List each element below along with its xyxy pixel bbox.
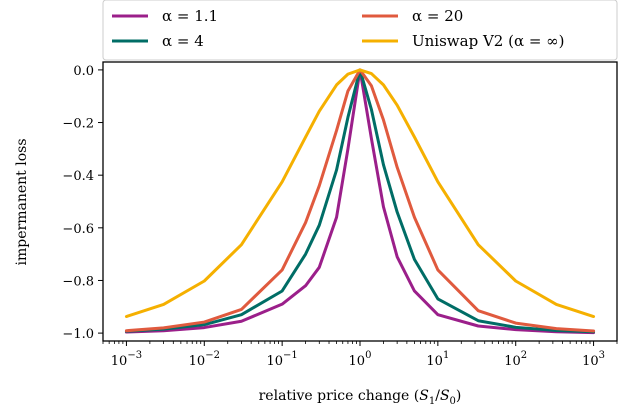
y-tick-label: −0.4 (62, 169, 94, 184)
x-tick-mantissa: 10 (189, 354, 206, 369)
x-tick-exponent: −3 (127, 350, 142, 361)
series-line-4 (124, 68, 596, 319)
x-tick-mantissa: 10 (111, 354, 128, 369)
x-tick-label: 103 (582, 350, 605, 369)
legend-label-4: Uniswap V2 (α = ∞) (412, 32, 565, 50)
y-tick-label: −0.6 (62, 222, 94, 237)
y-tick-label: −1.0 (62, 327, 94, 342)
x-tick-label: 101 (426, 350, 449, 369)
x-tick-exponent: −2 (205, 350, 220, 361)
x-tick-label: 100 (349, 350, 372, 369)
y-tick-label: −0.2 (62, 117, 94, 132)
x-axis: 10−3 10−2 10−1 100 101 102 103 (102, 341, 618, 369)
legend-label-1: α = 1.1 (162, 7, 218, 25)
x-axis-label: relative price change (S1/S0) (259, 388, 462, 407)
x-tick-label: 10−1 (266, 350, 297, 369)
x-tick-mantissa: 10 (266, 354, 283, 369)
x-tick-mantissa: 10 (582, 354, 599, 369)
y-axis-label: impermanent loss (14, 139, 30, 266)
x-tick-mantissa: 10 (504, 354, 521, 369)
x-tick-exponent: 1 (443, 350, 449, 361)
y-tick-label: 0.0 (73, 64, 94, 79)
x-tick-label: 102 (504, 350, 527, 369)
legend-frame (102, 0, 618, 61)
x-tick-mantissa: 10 (349, 354, 366, 369)
x-tick-exponent: 3 (599, 350, 605, 361)
y-axis: 0.0 −0.2 −0.4 −0.6 −0.8 −1.0 (62, 64, 103, 342)
plot-area (102, 61, 618, 342)
x-tick-exponent: 0 (365, 350, 371, 361)
x-tick-mantissa: 10 (426, 354, 443, 369)
x-tick-exponent: −1 (283, 350, 298, 361)
legend-label-3: α = 20 (412, 7, 463, 25)
y-tick-label: −0.8 (62, 274, 94, 289)
legend: α = 1.1 α = 4 α = 20 Uniswap V2 (α = ∞) (102, 0, 618, 61)
legend-label-2: α = 4 (162, 32, 204, 50)
x-tick-label: 10−3 (111, 350, 142, 369)
x-tick-label: 10−2 (189, 350, 220, 369)
x-tick-exponent: 2 (521, 350, 527, 361)
